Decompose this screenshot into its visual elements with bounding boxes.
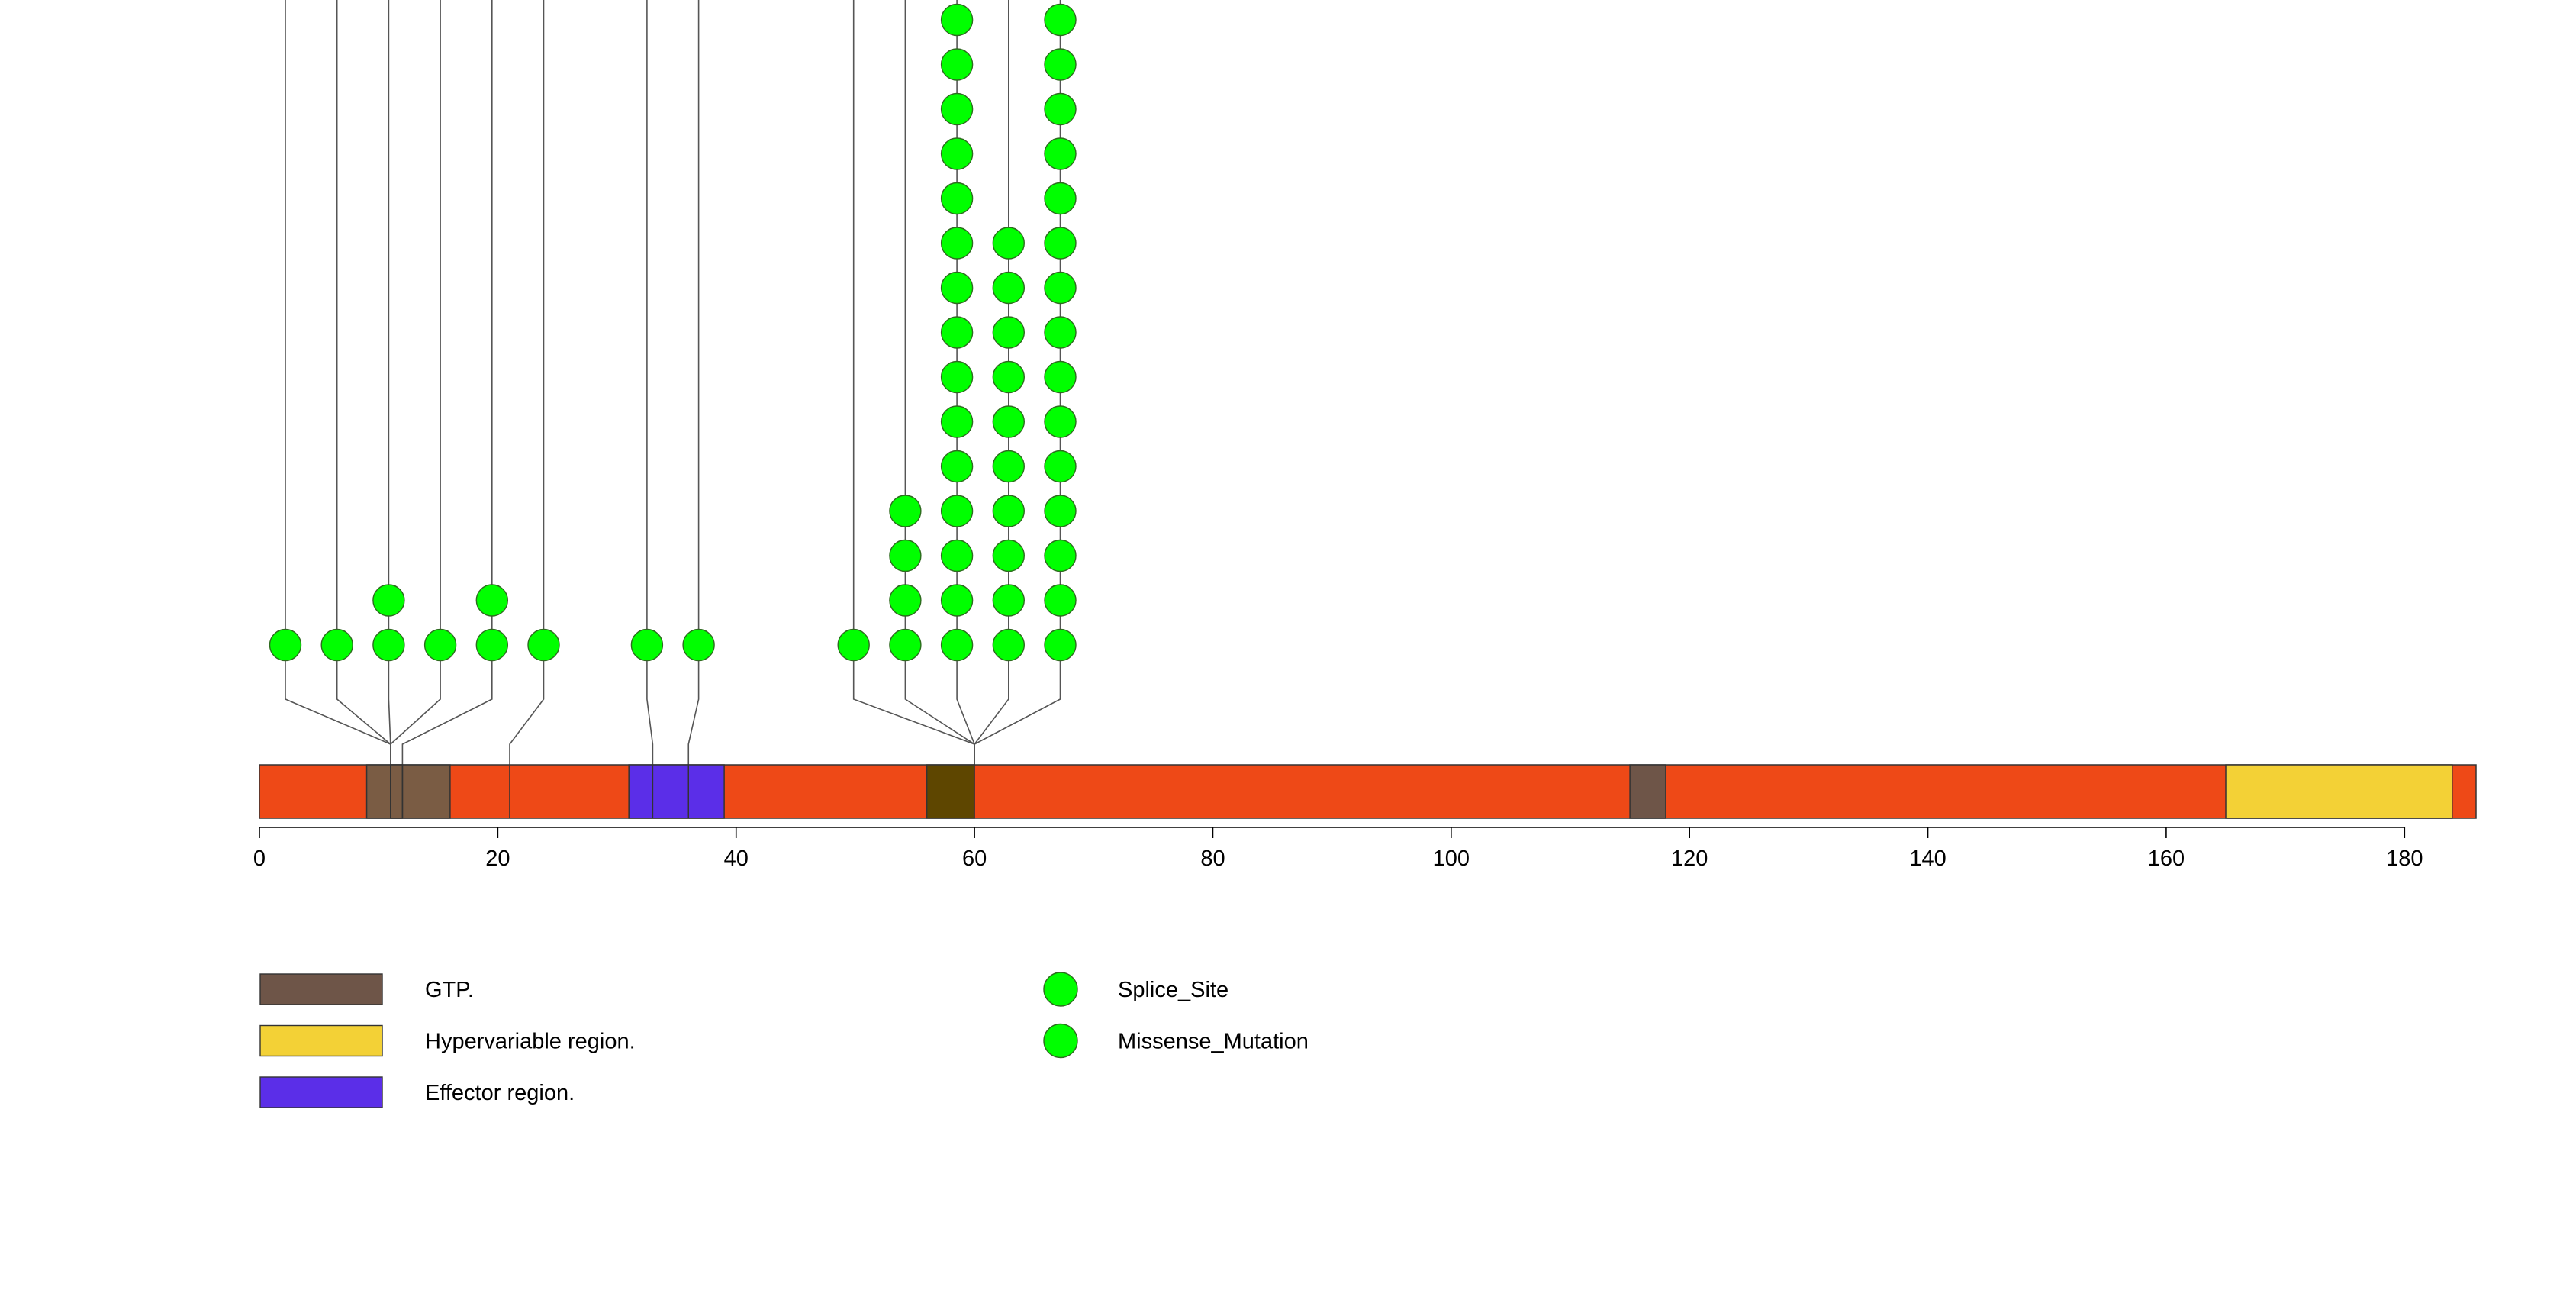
x-tick-label: 80 xyxy=(1200,847,1225,871)
mutation-circle xyxy=(940,227,974,260)
mutation-circle xyxy=(940,360,974,394)
x-tick-label: 40 xyxy=(724,847,749,871)
legend-label: Hypervariable region. xyxy=(425,1030,636,1054)
x-tick-label: 140 xyxy=(1909,847,1946,871)
mutation-circle xyxy=(992,495,1026,527)
mutation-stems xyxy=(285,0,1061,765)
mutation-circles xyxy=(269,3,1077,662)
x-tick-label: 0 xyxy=(253,847,266,871)
mutation-circle xyxy=(940,48,974,81)
mutation-circle xyxy=(1044,271,1077,305)
x-tick-label: 100 xyxy=(1433,847,1470,871)
mutation-circle xyxy=(889,539,922,572)
protein-backbone xyxy=(259,764,2477,819)
mutation-circle xyxy=(889,628,922,662)
mutation-circle xyxy=(1044,137,1077,170)
mutation-circle xyxy=(475,628,508,662)
legend-circle xyxy=(1043,1023,1078,1059)
mutation-circle xyxy=(372,628,405,662)
mutation-circle xyxy=(940,405,974,438)
legend-swatch xyxy=(259,1024,383,1057)
domain-block xyxy=(365,764,451,819)
mutation-circle xyxy=(1044,495,1077,527)
mutation-circle xyxy=(940,137,974,170)
mutation-circle xyxy=(940,3,974,37)
legend-circle xyxy=(1043,972,1078,1007)
mutation-circle xyxy=(889,584,922,617)
domain-block xyxy=(390,764,404,819)
legend-label: Effector region. xyxy=(425,1081,575,1105)
mutation-circle xyxy=(1044,360,1077,394)
mutation-circle xyxy=(1044,450,1077,483)
mutation-circle xyxy=(527,628,560,662)
mutation-stem xyxy=(401,0,493,765)
mutation-circle xyxy=(940,182,974,215)
mutation-circle xyxy=(992,271,1026,305)
mutation-circle xyxy=(940,584,974,617)
mutation-circle xyxy=(1044,182,1077,215)
mutation-circle xyxy=(320,628,353,662)
mutation-circle xyxy=(992,316,1026,349)
mutation-circle xyxy=(1044,628,1077,662)
domain-block xyxy=(1629,764,1666,819)
mutation-circle xyxy=(630,628,664,662)
mutation-stem xyxy=(509,0,545,765)
mutation-circle xyxy=(423,628,457,662)
mutation-stem xyxy=(974,0,1061,765)
legend-label: Splice_Site xyxy=(1118,978,1228,1002)
mutation-stem xyxy=(646,0,654,765)
mutation-circle xyxy=(1044,405,1077,438)
mutation-circle xyxy=(372,584,405,617)
mutation-circle xyxy=(940,92,974,126)
mutation-circle xyxy=(682,628,715,662)
mutation-circle xyxy=(1044,48,1077,81)
x-axis: 0 20 40 60 80 100 120 140 160 180 xyxy=(253,827,2423,871)
mutation-circle xyxy=(940,495,974,527)
mutation-circle xyxy=(992,227,1026,260)
mutation-circle xyxy=(1044,316,1077,349)
mutation-circle xyxy=(992,360,1026,394)
x-tick-label: 60 xyxy=(962,847,987,871)
legend-label: Missense_Mutation xyxy=(1118,1030,1309,1054)
legend: GTP. Hypervariable region. Effector region… xyxy=(259,972,1309,1108)
mutation-circle xyxy=(940,271,974,305)
mutation-circle xyxy=(837,628,870,662)
mutation-circle xyxy=(475,584,508,617)
x-tick-label: 160 xyxy=(2148,847,2185,871)
mutation-circle xyxy=(940,628,974,662)
mutation-circle xyxy=(940,450,974,483)
domain-block xyxy=(628,764,725,819)
mutation-circle xyxy=(1044,92,1077,126)
mutation-circle xyxy=(992,450,1026,483)
x-tick-label: 20 xyxy=(485,847,510,871)
mutation-circle xyxy=(889,495,922,527)
mutation-circle xyxy=(992,405,1026,438)
inner-position-marks xyxy=(390,765,690,818)
mutation-circle xyxy=(1044,539,1077,572)
mutation-circle xyxy=(269,628,302,662)
mutation-stem xyxy=(390,0,441,765)
mutation-circle xyxy=(1044,584,1077,617)
domain-block xyxy=(926,764,975,819)
mutation-circle xyxy=(1044,227,1077,260)
legend-swatch xyxy=(259,1076,383,1108)
legend-label: GTP. xyxy=(425,978,474,1002)
x-tick-label: 120 xyxy=(1671,847,1708,871)
mutation-circle xyxy=(992,539,1026,572)
mutation-stem xyxy=(687,0,700,765)
mutation-circle xyxy=(1044,3,1077,37)
x-tick-label: 180 xyxy=(2386,847,2423,871)
legend-swatch xyxy=(259,973,383,1005)
mutation-circle xyxy=(940,316,974,349)
mutation-circle xyxy=(992,584,1026,617)
protein-backbone-group xyxy=(259,764,2477,819)
domain-block xyxy=(2225,764,2453,819)
mutation-circle xyxy=(940,539,974,572)
mutation-circle xyxy=(992,628,1026,662)
